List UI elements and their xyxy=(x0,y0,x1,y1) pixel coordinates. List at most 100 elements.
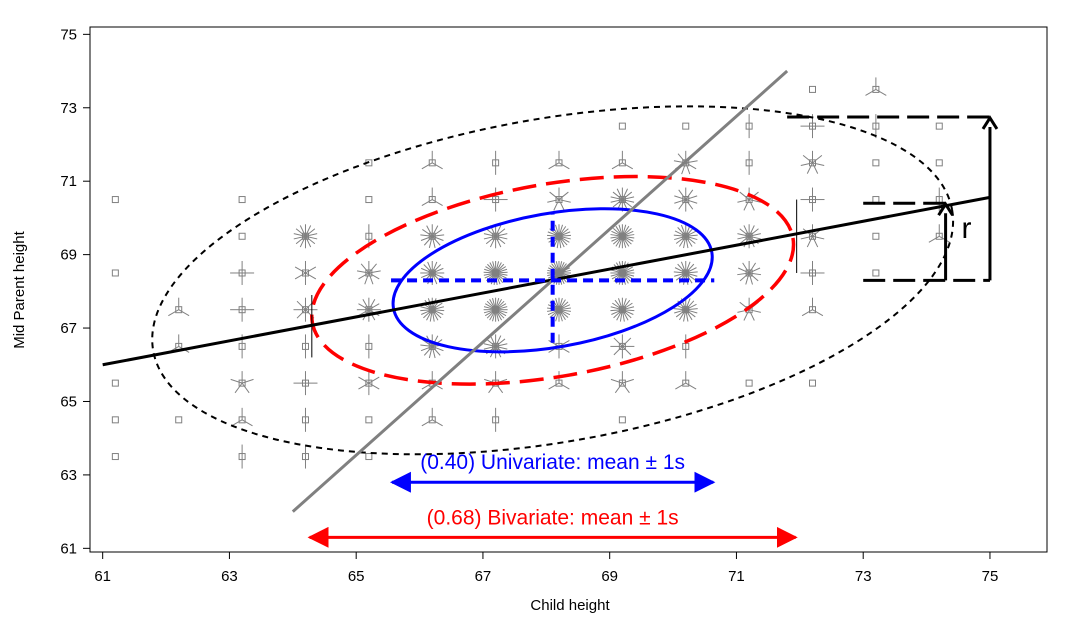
petal xyxy=(673,271,686,274)
point-marker xyxy=(111,416,119,424)
point-marker xyxy=(365,196,373,204)
petal xyxy=(360,263,370,274)
petal xyxy=(548,382,560,390)
point-marker xyxy=(809,379,817,387)
petal xyxy=(241,382,250,394)
petal xyxy=(621,382,630,394)
petal xyxy=(431,419,443,427)
data-point xyxy=(294,260,317,285)
petal xyxy=(685,303,697,311)
petal xyxy=(486,309,496,319)
petal xyxy=(812,162,825,166)
petal xyxy=(622,306,635,311)
petal xyxy=(738,267,750,274)
petal xyxy=(679,236,687,247)
x-tick-label: 73 xyxy=(855,568,872,585)
petal xyxy=(615,225,623,237)
petal xyxy=(178,309,190,317)
petal xyxy=(432,345,444,352)
petal xyxy=(674,309,686,314)
petal xyxy=(680,224,687,237)
petal xyxy=(678,189,687,200)
data-point xyxy=(238,196,246,204)
petal xyxy=(622,346,632,356)
data-point xyxy=(809,85,817,93)
petal xyxy=(674,235,686,241)
petal xyxy=(801,309,813,317)
petal xyxy=(748,267,761,274)
petal xyxy=(368,270,381,274)
petal xyxy=(749,272,762,276)
data-point xyxy=(682,122,690,130)
petal xyxy=(558,236,565,248)
petal xyxy=(368,303,380,311)
petal xyxy=(431,309,442,319)
data-point xyxy=(618,416,626,424)
x-tick-label: 75 xyxy=(982,568,999,585)
petal xyxy=(610,234,623,237)
petal xyxy=(611,230,623,237)
petal xyxy=(358,382,370,390)
petal xyxy=(294,272,306,280)
petal xyxy=(432,234,445,237)
petal xyxy=(621,309,625,322)
annotations: (0.40) Univariate: mean ± 1s (0.68) Bivar… xyxy=(307,115,999,548)
data-point xyxy=(230,260,255,285)
petal xyxy=(495,309,508,314)
petal xyxy=(358,272,370,280)
data-point xyxy=(865,77,887,96)
petal xyxy=(673,234,686,237)
petal xyxy=(421,419,433,427)
petal xyxy=(622,378,634,384)
petal xyxy=(495,309,500,322)
petal xyxy=(675,272,687,281)
petal xyxy=(495,236,502,248)
data-point xyxy=(674,187,698,212)
petal xyxy=(743,199,750,211)
lines xyxy=(102,69,991,513)
petal xyxy=(556,236,560,249)
data-point xyxy=(610,297,635,322)
petal xyxy=(622,162,634,170)
y-tick-label: 61 xyxy=(60,540,77,557)
petal xyxy=(685,309,689,322)
y-tick-label: 75 xyxy=(60,26,77,43)
point-marker xyxy=(365,453,373,461)
petal xyxy=(495,345,508,350)
petal xyxy=(495,235,508,240)
data-point xyxy=(111,416,119,424)
petal xyxy=(558,299,566,310)
petal xyxy=(558,382,570,390)
petal xyxy=(674,199,686,204)
petal xyxy=(558,235,568,246)
petal xyxy=(749,235,761,240)
petal xyxy=(432,267,444,274)
petal xyxy=(358,376,370,384)
petal xyxy=(622,272,632,282)
major-axis-line xyxy=(291,69,789,513)
petal xyxy=(558,231,571,237)
data-point xyxy=(547,297,571,322)
point-marker xyxy=(111,196,119,204)
petal xyxy=(619,309,623,322)
petal xyxy=(622,272,635,277)
petal xyxy=(431,302,443,311)
x-tick-label: 65 xyxy=(348,568,365,585)
y-tick-label: 63 xyxy=(60,467,77,484)
petal xyxy=(423,309,433,319)
petal xyxy=(495,343,508,347)
petal xyxy=(420,309,433,312)
data-point xyxy=(175,416,183,424)
petal xyxy=(674,230,686,237)
data-point xyxy=(492,150,500,175)
y-tick-label: 65 xyxy=(60,393,77,410)
petal xyxy=(812,162,819,174)
petal xyxy=(293,235,306,240)
petal xyxy=(558,199,571,203)
data-point xyxy=(420,260,445,285)
data-point xyxy=(872,269,880,277)
data-point xyxy=(483,224,508,249)
petal xyxy=(485,228,496,237)
petal xyxy=(489,309,497,321)
petal xyxy=(420,344,433,347)
